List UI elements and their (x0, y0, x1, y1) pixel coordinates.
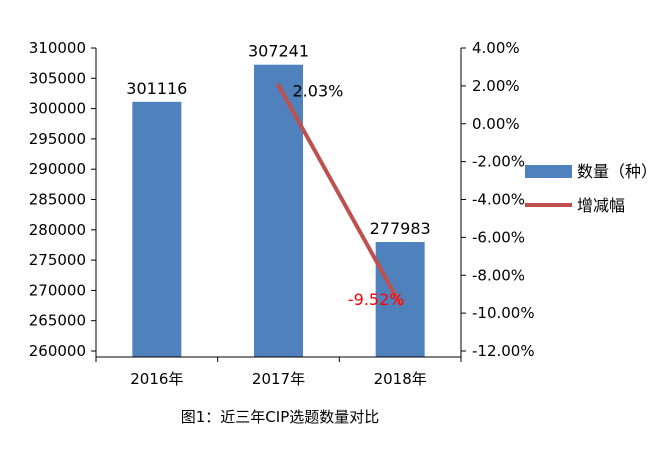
line-value-label: 2.03% (293, 81, 344, 100)
x-tick-label: 2016年 (130, 370, 183, 388)
right-tick-label: -6.00% (472, 228, 525, 246)
bar-series (132, 64, 425, 357)
bar-value-label: 307241 (248, 42, 309, 61)
right-tick-label: -4.00% (472, 191, 525, 209)
legend-bar-label: 数量（种） (577, 162, 657, 181)
left-tick-label: 260000 (29, 342, 86, 360)
figure-caption: 图1：近三年CIP选题数量对比 (180, 408, 380, 426)
left-tick-label: 285000 (29, 191, 86, 209)
bar (375, 242, 425, 357)
left-tick-label: 265000 (29, 312, 86, 330)
line-value-label: -9.52% (348, 290, 405, 309)
right-tick-label: -8.00% (472, 266, 525, 284)
left-tick-label: 275000 (29, 251, 86, 269)
x-axis: 2016年 2017年 2018年 (95, 356, 462, 388)
legend-bar-swatch (525, 165, 572, 178)
bar-value-label: 301116 (126, 79, 187, 98)
right-tick-label: -2.00% (472, 153, 525, 171)
right-tick-label: 0.00% (472, 115, 520, 133)
left-tick-label: 280000 (29, 221, 86, 239)
legend-line-label: 增减幅 (577, 196, 625, 215)
right-y-axis: -12.00% -10.00% -8.00% -6.00% -4.00% -2.00% 0.… (460, 39, 535, 360)
right-tick-label: -10.00% (472, 304, 535, 322)
left-tick-label: 310000 (29, 39, 86, 57)
left-tick-label: 290000 (29, 160, 86, 178)
x-tick-label: 2018年 (374, 370, 427, 388)
left-tick-label: 270000 (29, 281, 86, 299)
right-tick-label: 2.00% (472, 77, 520, 95)
left-tick-label: 305000 (29, 69, 86, 87)
line-series (276, 83, 403, 307)
right-tick-label: -12.00% (472, 342, 535, 360)
bar-value-label: 277983 (370, 219, 431, 238)
left-tick-label: 295000 (29, 130, 86, 148)
left-y-axis: 260000 265000 270000 275000 280000 285000 2900… (29, 39, 97, 360)
bar (254, 64, 303, 357)
x-tick-label: 2017年 (252, 370, 305, 388)
left-tick-label: 300000 (29, 100, 86, 118)
bar (132, 101, 182, 357)
right-tick-label: 4.00% (472, 39, 520, 57)
data-labels: 301116 307241 277983 2.03% -9.52% (126, 42, 430, 309)
line-path (276, 83, 403, 307)
legend: 数量（种） 增减幅 (525, 162, 657, 215)
